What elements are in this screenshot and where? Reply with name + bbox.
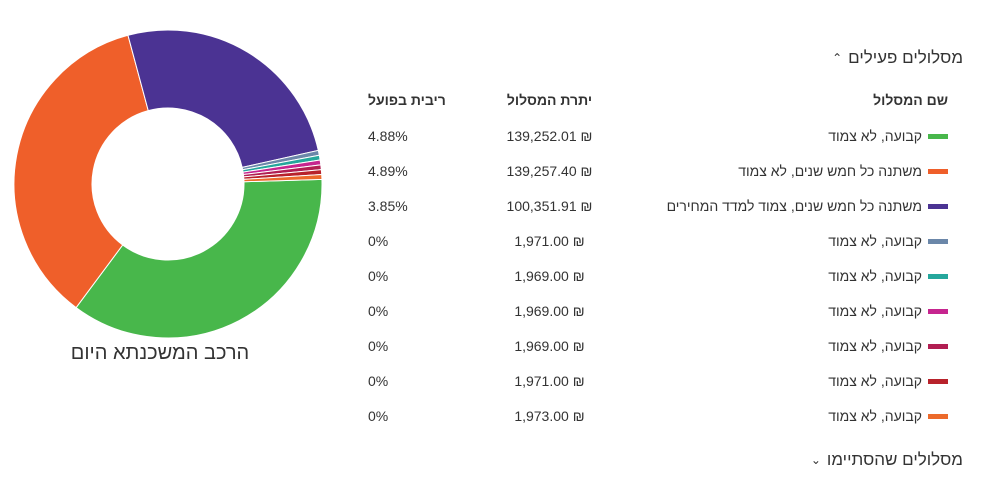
table-row: קבועה, לא צמוד ₪ 1,969.00 0% xyxy=(368,293,948,328)
table-header-row: שם המסלול יתרת המסלול ריבית בפועל xyxy=(368,82,948,118)
pie-slice-3[interactable] xyxy=(127,29,319,169)
track-name: קבועה, לא צמוד xyxy=(828,372,922,389)
track-name: קבועה, לא צמוד xyxy=(828,267,922,284)
track-name: קבועה, לא צמוד xyxy=(828,302,922,319)
header-balance: יתרת המסלול xyxy=(506,92,593,108)
rate-cell: 0% xyxy=(368,267,389,284)
rate-cell: 4.88% xyxy=(368,127,408,144)
rate-cell: 3.85% xyxy=(368,197,408,214)
balance-cell: ₪ 1,973.00 xyxy=(514,407,585,424)
donut-chart xyxy=(12,28,324,340)
track-name-cell: קבועה, לא צמוד xyxy=(629,328,948,363)
table-row: קבועה, לא צמוד ₪ 1,971.00 0% xyxy=(368,363,948,398)
legend-swatch xyxy=(928,344,948,350)
track-name-cell: משתנה כל חמש שנים, צמוד למדד המחירים xyxy=(629,188,948,223)
legend-swatch xyxy=(928,134,948,140)
pie-slice-1[interactable] xyxy=(75,178,323,339)
legend-swatch xyxy=(928,379,948,385)
balance-cell: ₪ 1,971.00 xyxy=(514,232,585,249)
tracks-table: שם המסלול יתרת המסלול ריבית בפועל קבועה,… xyxy=(368,82,948,433)
active-tracks-toggle[interactable]: מסלולים פעילים ⌃ xyxy=(832,48,963,68)
rate-cell: 0% xyxy=(368,302,389,319)
active-tracks-label: מסלולים פעילים xyxy=(848,48,963,67)
balance-cell: ₪ 1,971.00 xyxy=(514,372,585,389)
track-name-cell: קבועה, לא צמוד xyxy=(629,258,948,293)
legend-swatch xyxy=(928,274,948,280)
balance-cell: ₪ 1,969.00 xyxy=(514,337,585,354)
track-name: קבועה, לא צמוד xyxy=(828,127,922,144)
rate-cell: 0% xyxy=(368,407,389,424)
legend-swatch xyxy=(928,204,948,210)
rate-cell: 4.89% xyxy=(368,162,408,179)
track-name: משתנה כל חמש שנים, לא צמוד xyxy=(738,162,922,179)
legend-swatch xyxy=(928,239,948,245)
track-name-cell: קבועה, לא צמוד xyxy=(629,118,948,153)
ended-tracks-toggle[interactable]: מסלולים שהסתיימו ⌄ xyxy=(811,450,963,470)
table-row: משתנה כל חמש שנים, צמוד למדד המחירים ₪ 10… xyxy=(368,188,948,223)
header-rate: ריבית בפועל xyxy=(368,92,446,108)
track-name-cell: משתנה כל חמש שנים, לא צמוד xyxy=(629,153,948,188)
balance-cell: ₪ 100,351.91 xyxy=(506,197,593,214)
table-row: קבועה, לא צמוד ₪ 139,252.01 4.88% xyxy=(368,118,948,153)
balance-cell: ₪ 139,257.40 xyxy=(506,162,593,179)
rate-cell: 0% xyxy=(368,337,389,354)
donut-chart-svg xyxy=(13,29,323,339)
pie-slice-9[interactable] xyxy=(243,174,323,183)
table-row: קבועה, לא צמוד ₪ 1,973.00 0% xyxy=(368,398,948,433)
balance-cell: ₪ 1,969.00 xyxy=(514,302,585,319)
balance-cell: ₪ 1,969.00 xyxy=(514,267,585,284)
ended-tracks-label: מסלולים שהסתיימו xyxy=(826,450,963,469)
track-name-cell: קבועה, לא צמוד xyxy=(629,363,948,398)
chart-title: הרכב המשכנתא היום xyxy=(70,342,250,364)
track-name: משתנה כל חמש שנים, צמוד למדד המחירים xyxy=(666,197,922,214)
rate-cell: 0% xyxy=(368,372,389,389)
chevron-up-icon: ⌃ xyxy=(832,51,843,65)
legend-swatch xyxy=(928,309,948,315)
pie-slice-2[interactable] xyxy=(13,34,149,309)
table-row: קבועה, לא צמוד ₪ 1,971.00 0% xyxy=(368,223,948,258)
balance-cell: ₪ 139,252.01 xyxy=(506,127,593,144)
legend-swatch xyxy=(928,414,948,420)
track-name-cell: קבועה, לא צמוד xyxy=(629,293,948,328)
track-name: קבועה, לא צמוד xyxy=(828,407,922,424)
rate-cell: 0% xyxy=(368,232,389,249)
legend-swatch xyxy=(928,169,948,175)
table-row: קבועה, לא צמוד ₪ 1,969.00 0% xyxy=(368,328,948,363)
header-track-name: שם המסלול xyxy=(873,92,948,108)
track-name: קבועה, לא צמוד xyxy=(828,232,922,249)
track-name: קבועה, לא צמוד xyxy=(828,337,922,354)
chevron-down-icon: ⌄ xyxy=(810,453,821,467)
table-row: קבועה, לא צמוד ₪ 1,969.00 0% xyxy=(368,258,948,293)
track-name-cell: קבועה, לא צמוד xyxy=(629,398,948,433)
table-row: משתנה כל חמש שנים, לא צמוד ₪ 139,257.40 4.… xyxy=(368,153,948,188)
track-name-cell: קבועה, לא צמוד xyxy=(629,223,948,258)
